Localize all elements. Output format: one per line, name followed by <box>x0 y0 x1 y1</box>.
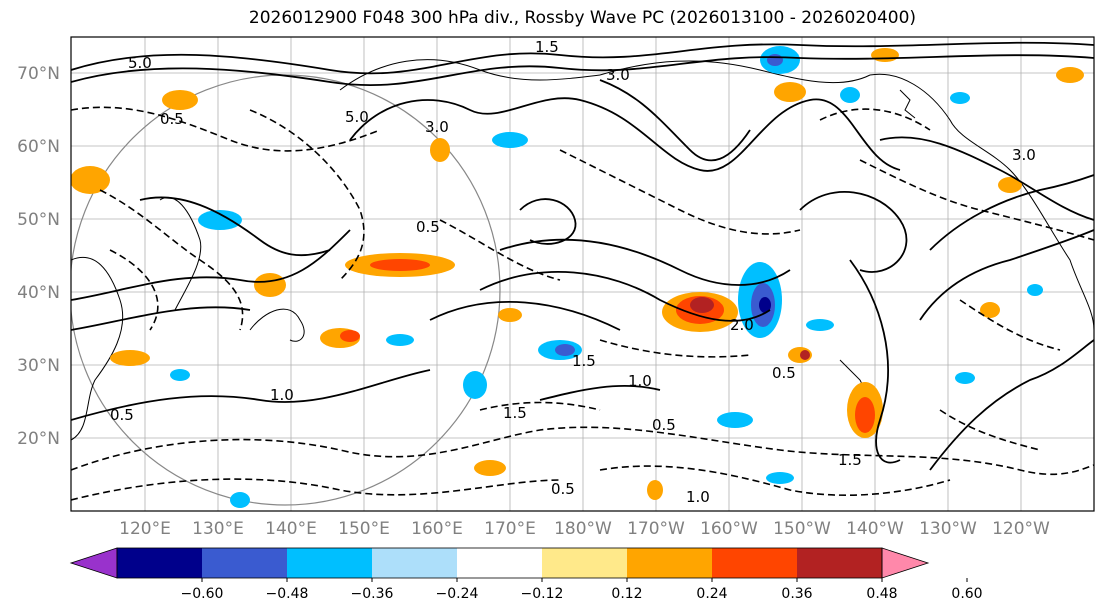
contour-label: 5.0 <box>345 108 369 126</box>
contour-label: 0.5 <box>416 218 440 236</box>
colorbar-segment <box>797 548 882 578</box>
contour-label: 2.0 <box>730 316 754 334</box>
lat-label: 20°N <box>17 429 60 449</box>
lat-label: 70°N <box>17 64 60 84</box>
coastlines <box>71 59 1094 441</box>
colorbar-tick-label: −0.24 <box>436 586 479 602</box>
lat-label: 40°N <box>17 283 60 303</box>
lon-label: 160°E <box>411 519 463 539</box>
colorbar-arrow-left <box>69 547 118 579</box>
colorbar-tick-label: 0.48 <box>866 586 897 602</box>
lat-label: 30°N <box>17 356 60 376</box>
contour-label: 3.0 <box>425 118 449 136</box>
colorbar-tick-label: 0.36 <box>781 586 812 602</box>
contour-labels: 5.0 5.0 3.0 3.0 1.5 0.5 0.5 0.5 1.0 1.0 … <box>110 38 1036 506</box>
colorbar-tick-label: 0.12 <box>611 586 642 602</box>
lon-label: 150°E <box>338 519 390 539</box>
lon-label: 120°E <box>119 519 171 539</box>
latitude-labels: 70°N 60°N 50°N 40°N 30°N 20°N <box>17 64 60 449</box>
contour-label: 3.0 <box>1012 146 1036 164</box>
lon-label: 140°E <box>265 519 317 539</box>
colorbar-tick-label: −0.48 <box>266 586 309 602</box>
lon-label: 170°W <box>627 519 685 539</box>
colorbar-tick-label: −0.12 <box>521 586 564 602</box>
colorbar-border <box>116 547 883 579</box>
contour-label: 0.5 <box>772 364 796 382</box>
lon-label: 140°W <box>846 519 904 539</box>
colorbar-tick-label: −0.36 <box>351 586 394 602</box>
colorbar-segment <box>712 548 797 578</box>
contour-label: 1.5 <box>838 451 862 469</box>
contour-label: 1.5 <box>535 38 559 56</box>
contour-label: 3.0 <box>606 66 630 84</box>
contour-label: 0.5 <box>652 416 676 434</box>
colorbar-segment <box>117 548 202 578</box>
colorbar-arrow-right <box>881 547 930 579</box>
colorbar: −0.60 −0.48 −0.36 −0.24 −0.12 0.12 0.24 0.36 0.4… <box>69 547 983 602</box>
lat-label: 50°N <box>17 210 60 230</box>
lon-label: 130°E <box>192 519 244 539</box>
contour-label: 1.5 <box>503 404 527 422</box>
contour-label: 0.5 <box>160 110 184 128</box>
lon-label: 160°W <box>700 519 758 539</box>
contour-label: 0.5 <box>551 480 575 498</box>
contour-label: 1.0 <box>686 488 710 506</box>
lon-label: 130°W <box>919 519 977 539</box>
colorbar-tick-label: 0.60 <box>951 586 982 602</box>
longitude-labels: 120°E 130°E 140°E 150°E 160°E 170°E 180°… <box>119 519 1050 539</box>
lon-label: 120°W <box>992 519 1050 539</box>
colorbar-segment <box>287 548 372 578</box>
map-title: 2026012900 F048 300 hPa div., Rossby Wav… <box>248 8 917 28</box>
contour-label: 5.0 <box>128 54 152 72</box>
map-panel: 5.0 5.0 3.0 3.0 1.5 0.5 0.5 0.5 1.0 1.0 … <box>71 37 1094 511</box>
colorbar-tick-label: 0.24 <box>696 586 727 602</box>
map-frame <box>70 36 1095 512</box>
colorbar-segment <box>627 548 712 578</box>
lon-label: 180°W <box>554 519 612 539</box>
colorbar-segment <box>457 548 542 578</box>
contour-label: 1.0 <box>628 372 652 390</box>
contour-label: 1.5 <box>572 352 596 370</box>
colorbar-segment <box>202 548 287 578</box>
lat-label: 60°N <box>17 137 60 157</box>
solid-contours <box>71 41 1094 471</box>
contour-label: 1.0 <box>270 386 294 404</box>
lon-label: 170°E <box>484 519 536 539</box>
contour-label: 0.5 <box>110 406 134 424</box>
colorbar-segment <box>542 548 627 578</box>
colorbar-tick-label: −0.60 <box>181 586 224 602</box>
dashed-contours <box>71 106 1094 501</box>
lon-label: 150°W <box>773 519 831 539</box>
colorbar-segment <box>372 548 457 578</box>
